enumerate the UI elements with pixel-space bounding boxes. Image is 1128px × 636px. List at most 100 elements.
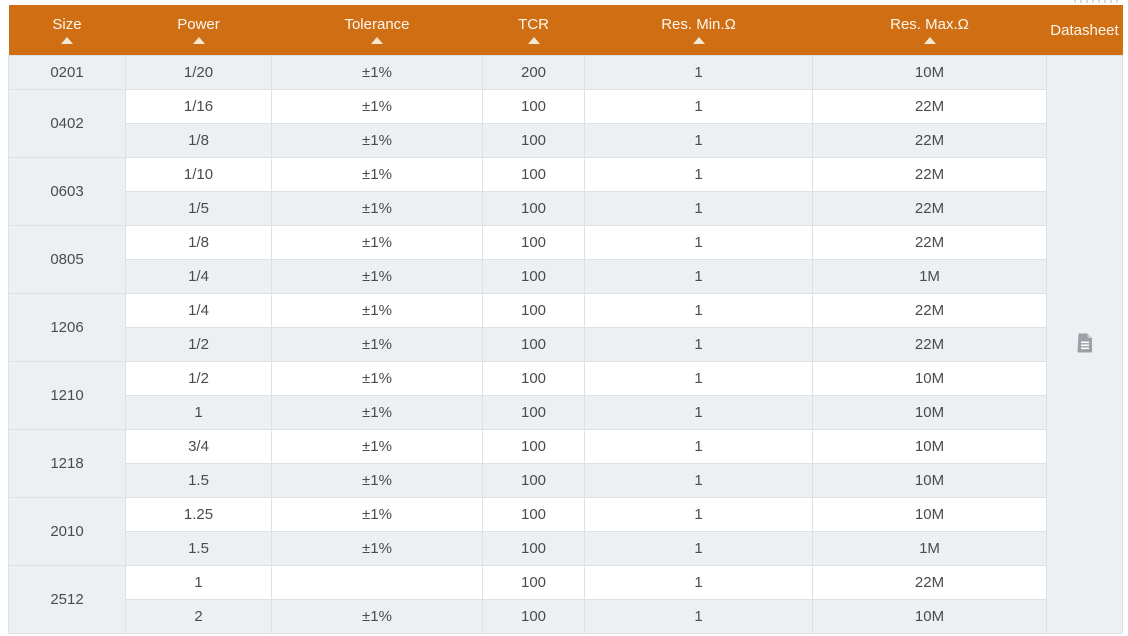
sort-asc-arrow-icon[interactable] [371,37,383,44]
tcr-cell: 100 [482,259,585,294]
power-cell: 1/10 [125,157,272,192]
column-header-power[interactable]: Power [125,5,272,56]
res-max-cell: 22M [812,225,1047,260]
res-min-cell: 1 [584,429,813,464]
tolerance-cell: ±1% [271,463,483,498]
clipped-content-artifact [1074,0,1120,3]
tolerance-cell: ±1% [271,429,483,464]
column-header-size[interactable]: Size [8,5,126,56]
power-cell: 1.5 [125,531,272,566]
res-max-cell: 1M [812,259,1047,294]
tcr-cell: 200 [482,55,585,90]
res-min-cell: 1 [584,463,813,498]
sort-asc-arrow-icon[interactable] [192,37,205,44]
res-min-cell: 1 [584,395,813,430]
res-min-cell: 1 [584,157,813,192]
res-min-cell: 1 [584,293,813,328]
tolerance-cell: ±1% [271,327,483,362]
sort-asc-arrow-icon[interactable] [692,37,705,44]
table-row: 0402 1/16 ±1% 100 1 22M [8,89,1123,158]
power-cell: 1/8 [125,123,272,158]
res-max-cell: 22M [812,123,1047,158]
power-cell: 1/16 [125,89,272,124]
res-max-cell: 10M [812,361,1047,396]
res-max-cell: 10M [812,599,1047,634]
table-row: 1.5 ±1% 100 1 1M [9,531,1123,566]
column-header-res-max[interactable]: Res. Max.Ω [812,5,1047,56]
tcr-cell: 100 [482,463,585,498]
res-max-cell: 22M [812,327,1047,362]
power-cell: 1/2 [125,361,272,396]
power-cell: 1/4 [125,293,272,328]
res-min-cell: 1 [584,361,813,396]
res-max-cell: 10M [812,497,1047,532]
table-row: 1/5 ±1% 100 1 22M [9,191,1123,226]
column-label: Tolerance [344,16,410,33]
column-header-tolerance[interactable]: Tolerance [271,5,483,56]
tolerance-cell: ±1% [271,361,483,396]
table-row: 2512 1 100 1 22M [8,565,1123,634]
size-cell: 0201 [8,55,126,90]
sort-asc-arrow-icon[interactable] [61,37,73,44]
spec-table: Size Power Tolerance TCR Res. Min.Ω Res. Max.… [8,5,1123,634]
power-cell: 1.5 [125,463,272,498]
tcr-cell: 100 [482,361,585,396]
tcr-cell: 100 [482,531,585,566]
power-cell: 1/20 [125,55,272,90]
file-text-icon[interactable] [1077,333,1093,353]
tcr-cell: 100 [482,293,585,328]
res-min-cell: 1 [584,565,813,600]
header-row: Size Power Tolerance TCR Res. Min.Ω Res. Max.… [8,5,1123,56]
tcr-cell: 100 [482,429,585,464]
tolerance-cell: ±1% [271,293,483,328]
size-cell: 1210 [8,361,126,430]
res-max-cell: 22M [812,565,1047,600]
table-row: 0201 1/20 ±1% 200 1 10M [8,55,1123,634]
res-max-cell: 10M [812,429,1047,464]
column-label: Datasheet [1050,21,1119,39]
tcr-cell: 100 [482,123,585,158]
column-label: TCR [518,16,549,33]
size-cell: 0603 [8,157,126,226]
res-min-cell: 1 [584,225,813,260]
table-row: 0805 1/8 ±1% 100 1 22M [8,225,1123,294]
tolerance-cell [271,565,483,600]
column-header-tcr[interactable]: TCR [482,5,585,56]
res-min-cell: 1 [584,327,813,362]
tolerance-cell: ±1% [271,259,483,294]
power-cell: 1 [125,565,272,600]
power-cell: 1.25 [125,497,272,532]
tolerance-cell: ±1% [271,395,483,430]
column-header-datasheet: Datasheet [1046,5,1123,56]
res-max-cell: 10M [812,55,1047,90]
sort-asc-arrow-icon[interactable] [923,37,936,44]
res-min-cell: 1 [584,531,813,566]
tcr-cell: 100 [482,565,585,600]
tcr-cell: 100 [482,191,585,226]
sort-asc-arrow-icon[interactable] [527,37,540,44]
tcr-cell: 100 [482,395,585,430]
column-label: Power [177,16,220,33]
table-row: 1/2 ±1% 100 1 22M [9,327,1123,362]
tcr-cell: 100 [482,599,585,634]
power-cell: 1/8 [125,225,272,260]
res-min-cell: 1 [584,123,813,158]
table-row: 2 ±1% 100 1 10M [9,599,1123,634]
power-cell: 1/2 [125,327,272,362]
tcr-cell: 100 [482,89,585,124]
table-header: Size Power Tolerance TCR Res. Min.Ω Res. Max.… [8,5,1123,56]
table-row: 1 ±1% 100 1 10M [9,395,1123,430]
tolerance-cell: ±1% [271,531,483,566]
column-label: Size [52,16,82,33]
res-max-cell: 22M [812,157,1047,192]
tcr-cell: 100 [482,327,585,362]
res-min-cell: 1 [584,55,813,90]
res-min-cell: 1 [584,599,813,634]
column-header-res-min[interactable]: Res. Min.Ω [584,5,813,56]
tcr-cell: 100 [482,225,585,260]
res-max-cell: 22M [812,89,1047,124]
table-row: 1210 1/2 ±1% 100 1 10M [8,361,1123,430]
power-cell: 2 [125,599,272,634]
table-row: 1206 1/4 ±1% 100 1 22M [8,293,1123,362]
